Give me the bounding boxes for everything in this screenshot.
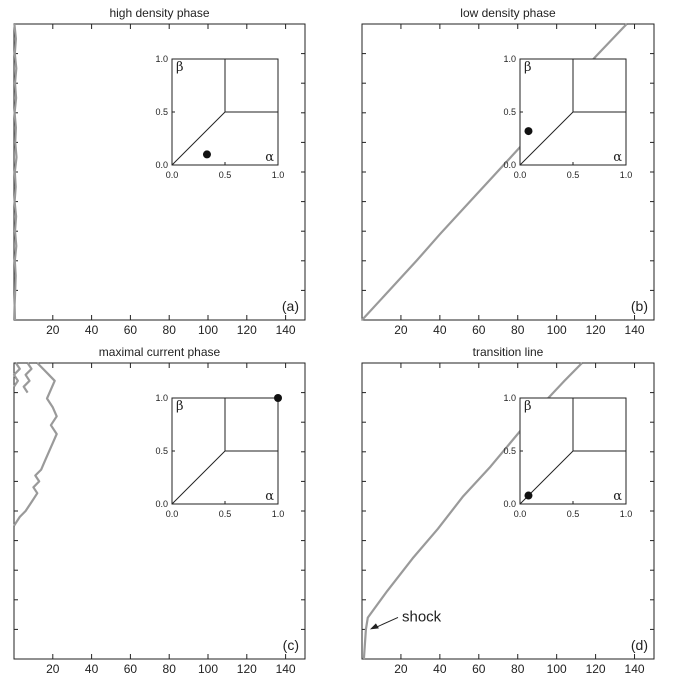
inset-xlabel: α xyxy=(265,489,274,504)
state-point xyxy=(524,127,533,136)
inset-x-tick-label: 0.5 xyxy=(219,509,232,519)
x-tick-label: 100 xyxy=(198,662,218,675)
inset-x-tick-label: 0.5 xyxy=(219,170,232,180)
inset-xlabel: α xyxy=(265,150,274,165)
inset-x-tick-label: 0.0 xyxy=(166,509,179,519)
x-tick-label: 120 xyxy=(237,323,257,337)
shock-arrow xyxy=(375,616,399,628)
phase-diagram-inset: 0.00.0 0.5 0.5 1.0 1.0 β α xyxy=(155,54,284,180)
inset-xlabel: α xyxy=(613,489,622,504)
density-trajectory-secondary xyxy=(12,362,21,388)
inset-x-tick-label: 1.0 xyxy=(272,509,285,519)
boundary-diagonal xyxy=(519,111,574,166)
x-tick-label: 40 xyxy=(433,662,447,675)
inset-xlabel: α xyxy=(613,150,622,165)
inset-ylabel: β xyxy=(524,399,532,414)
x-tick-label: 140 xyxy=(625,323,645,337)
inset-ylabel: β xyxy=(176,60,184,75)
x-tick-label: 80 xyxy=(163,323,177,337)
x-tick-label: 140 xyxy=(276,323,296,337)
panel-title: transition line xyxy=(473,345,544,359)
phase-diagram-inset: 0.00.0 0.5 0.5 1.0 1.0 β α xyxy=(155,393,284,519)
x-tick-label: 40 xyxy=(433,323,447,337)
x-tick-label: 100 xyxy=(198,323,218,337)
inset-y-tick-label: 0.0 xyxy=(503,499,516,509)
panel-label: (d) xyxy=(631,637,648,653)
x-tick-label: 20 xyxy=(394,662,408,675)
panel-label: (c) xyxy=(283,637,299,653)
x-tick-label: 40 xyxy=(85,662,99,675)
inset-y-tick-label: 1.0 xyxy=(503,393,516,403)
state-point xyxy=(202,150,211,159)
panel-d: transition line 20 40 60 80 100 120 140 (d) shock… xyxy=(361,345,655,675)
panel-label: (a) xyxy=(282,298,299,314)
inset-x-tick-label: 0.5 xyxy=(567,509,580,519)
inset-y-tick-label: 1.0 xyxy=(155,393,168,403)
inset-x-tick-label: 0.0 xyxy=(514,170,527,180)
x-tick-label: 120 xyxy=(586,662,606,675)
x-tick-label: 100 xyxy=(547,323,567,337)
x-tick-label: 60 xyxy=(124,662,138,675)
panel-b: low density phase 20 40 60 80 100 120 140 (b) 0.0… xyxy=(361,6,655,337)
shock-arrowhead xyxy=(369,623,379,630)
state-point xyxy=(274,394,282,402)
inset-x-tick-label: 1.0 xyxy=(620,170,633,180)
inset-ylabel: β xyxy=(524,60,532,75)
inset-x-tick-label: 0.0 xyxy=(514,509,527,519)
x-tick-label: 60 xyxy=(472,662,486,675)
shock-annotation: shock xyxy=(402,608,442,625)
inset-x-tick-label: 0.5 xyxy=(567,170,580,180)
x-tick-label: 60 xyxy=(124,323,138,337)
panel-c: maximal current phase 20 40 60 80 100 120 140 (c… xyxy=(12,345,306,675)
x-tick-label: 40 xyxy=(85,323,99,337)
inset-x-tick-label: 0.0 xyxy=(166,170,179,180)
density-trajectory-tertiary xyxy=(22,362,33,394)
inset-x-tick-label: 1.0 xyxy=(272,170,285,180)
density-trajectory xyxy=(13,23,18,321)
x-tick-label: 120 xyxy=(237,662,257,675)
x-tick-label: 100 xyxy=(547,662,567,675)
boundary-diagonal xyxy=(171,450,226,505)
inset-ylabel: β xyxy=(176,399,184,414)
inset-y-tick-label: 0.5 xyxy=(155,446,168,456)
panel-title: maximal current phase xyxy=(99,345,221,359)
x-tick-label: 80 xyxy=(511,662,525,675)
inset-x-tick-label: 1.0 xyxy=(620,509,633,519)
x-tick-label: 140 xyxy=(625,662,645,675)
panel-a: high density phase 20 40 60 80 100 120 140 (a) 0.… xyxy=(13,6,306,337)
inset-y-tick-label: 1.0 xyxy=(155,54,168,64)
x-tick-label: 20 xyxy=(394,323,408,337)
inset-y-tick-label: 0.5 xyxy=(503,107,516,117)
inset-y-tick-label: 0.0 xyxy=(155,499,168,509)
panel-title: low density phase xyxy=(460,6,556,20)
panel-title: high density phase xyxy=(109,6,209,20)
inset-y-tick-label: 0.5 xyxy=(155,107,168,117)
state-point xyxy=(524,491,533,500)
x-tick-label: 140 xyxy=(276,662,296,675)
inset-y-tick-label: 0.5 xyxy=(503,446,516,456)
x-tick-label: 120 xyxy=(586,323,606,337)
inset-y-tick-label: 0.0 xyxy=(155,160,168,170)
x-tick-label: 80 xyxy=(163,662,177,675)
inset-y-tick-label: 0.0 xyxy=(503,160,516,170)
density-trajectory xyxy=(13,362,58,527)
x-tick-label: 20 xyxy=(46,323,60,337)
inset-y-tick-label: 1.0 xyxy=(503,54,516,64)
x-tick-label: 80 xyxy=(511,323,525,337)
x-tick-label: 20 xyxy=(46,662,60,675)
x-tick-label: 60 xyxy=(472,323,486,337)
boundary-diagonal xyxy=(171,111,226,166)
phase-diagram-inset: 0.00.0 0.5 0.5 1.0 1.0 β α xyxy=(503,54,632,180)
phase-diagram-inset: 0.00.0 0.5 0.5 1.0 1.0 β α xyxy=(503,393,632,519)
panel-label: (b) xyxy=(631,298,648,314)
